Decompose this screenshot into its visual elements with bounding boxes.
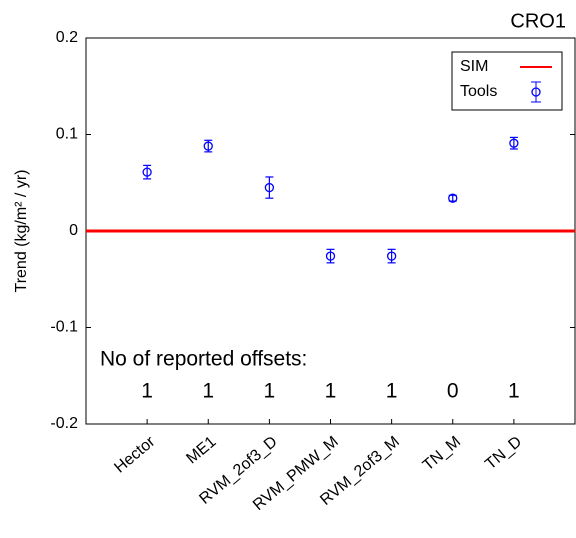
data-point [386, 251, 397, 261]
y-tick-label: -0.2 [50, 415, 78, 432]
error-bar [265, 176, 274, 199]
data-point [325, 251, 336, 261]
legend-swatch [531, 87, 541, 97]
offset-count: 1 [202, 380, 214, 403]
data-point [203, 141, 213, 151]
data-point [509, 138, 519, 148]
offset-count: 1 [508, 380, 520, 403]
y-tick-label: -0.1 [50, 319, 78, 336]
error-bar [143, 164, 152, 180]
offset-count: 1 [141, 380, 153, 403]
x-tick-label: TN_M [420, 433, 464, 474]
error-bar [326, 248, 335, 264]
y-tick-label: 0.2 [56, 29, 78, 46]
legend-label: Tools [460, 83, 497, 100]
legend-label: SIM [460, 58, 488, 75]
data-point [448, 193, 458, 203]
offsets-title: No of reported offsets: [100, 348, 307, 371]
y-tick-label: 0.1 [56, 126, 78, 143]
legend-box [451, 51, 563, 111]
offset-count: 1 [325, 380, 337, 403]
offset-count: 0 [447, 380, 459, 403]
x-tick-label: Hector [111, 433, 159, 477]
offset-count: 1 [264, 380, 276, 403]
chart-title: CRO1 [510, 10, 566, 32]
x-tick-label: ME1 [183, 433, 219, 467]
y-axis-label: Trend (kg/m² / yr) [13, 170, 30, 293]
error-bar [387, 248, 396, 264]
offset-count: 1 [386, 380, 398, 403]
x-tick-label: TN_D [482, 433, 525, 473]
data-point [264, 182, 275, 193]
data-point [142, 167, 152, 177]
y-tick-label: 0 [69, 222, 78, 239]
